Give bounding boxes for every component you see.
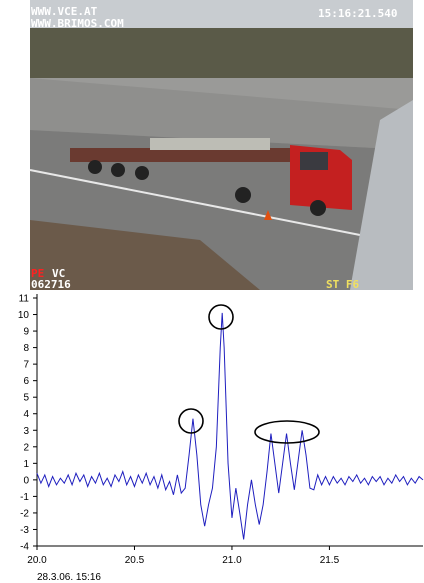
overlay-id: 062716 xyxy=(31,278,71,291)
overlay-site: WWW.BRIMOS.COM xyxy=(31,17,124,30)
y-tick-label: -1 xyxy=(20,492,29,503)
y-tick-label: 6 xyxy=(23,376,29,387)
y-tick-label: 2 xyxy=(23,442,29,453)
x-tick-label: 20.5 xyxy=(125,555,145,566)
y-tick-label: -3 xyxy=(20,525,29,536)
y-tick-label: 1 xyxy=(23,459,29,470)
y-tick-label: 5 xyxy=(23,393,29,404)
x-tick-label: 21.0 xyxy=(222,555,242,566)
y-tick-label: 3 xyxy=(23,426,29,437)
y-tick-label: 7 xyxy=(23,360,29,371)
y-tick-label: -4 xyxy=(20,542,29,553)
x-tick-label: 20.0 xyxy=(27,555,47,566)
plot: -4 -3 -2 -1 0 1 2 3 4 5 6 7 8 9 10 11 20.0 20.5 21.0 21.5 xyxy=(18,294,423,567)
y-tick-label: 4 xyxy=(23,409,29,420)
y-tick-label: -2 xyxy=(20,508,29,519)
y-tick-label: 0 xyxy=(23,475,29,486)
signal-line xyxy=(37,313,423,540)
y-tick-label: 11 xyxy=(19,294,30,305)
date-label: 28.3.06. 15:16 xyxy=(37,572,101,583)
overlay-station: ST F6 xyxy=(326,278,359,291)
camera-photo xyxy=(30,0,413,290)
y-tick-label: 9 xyxy=(23,327,29,338)
x-tick-label: 21.5 xyxy=(320,555,340,566)
page: {"camera": {"site": "WWW.VCE.AT", "site2… xyxy=(0,0,424,583)
annotations xyxy=(179,305,319,443)
screen: WWW.VCE.AT WWW.BRIMOS.COM 15:16:21.540 P… xyxy=(0,0,424,583)
overlay-time: 15:16:21.540 xyxy=(318,7,397,20)
y-tick-label: 8 xyxy=(23,343,29,354)
y-tick-label: 10 xyxy=(18,310,30,321)
annotation-circle xyxy=(179,409,203,433)
